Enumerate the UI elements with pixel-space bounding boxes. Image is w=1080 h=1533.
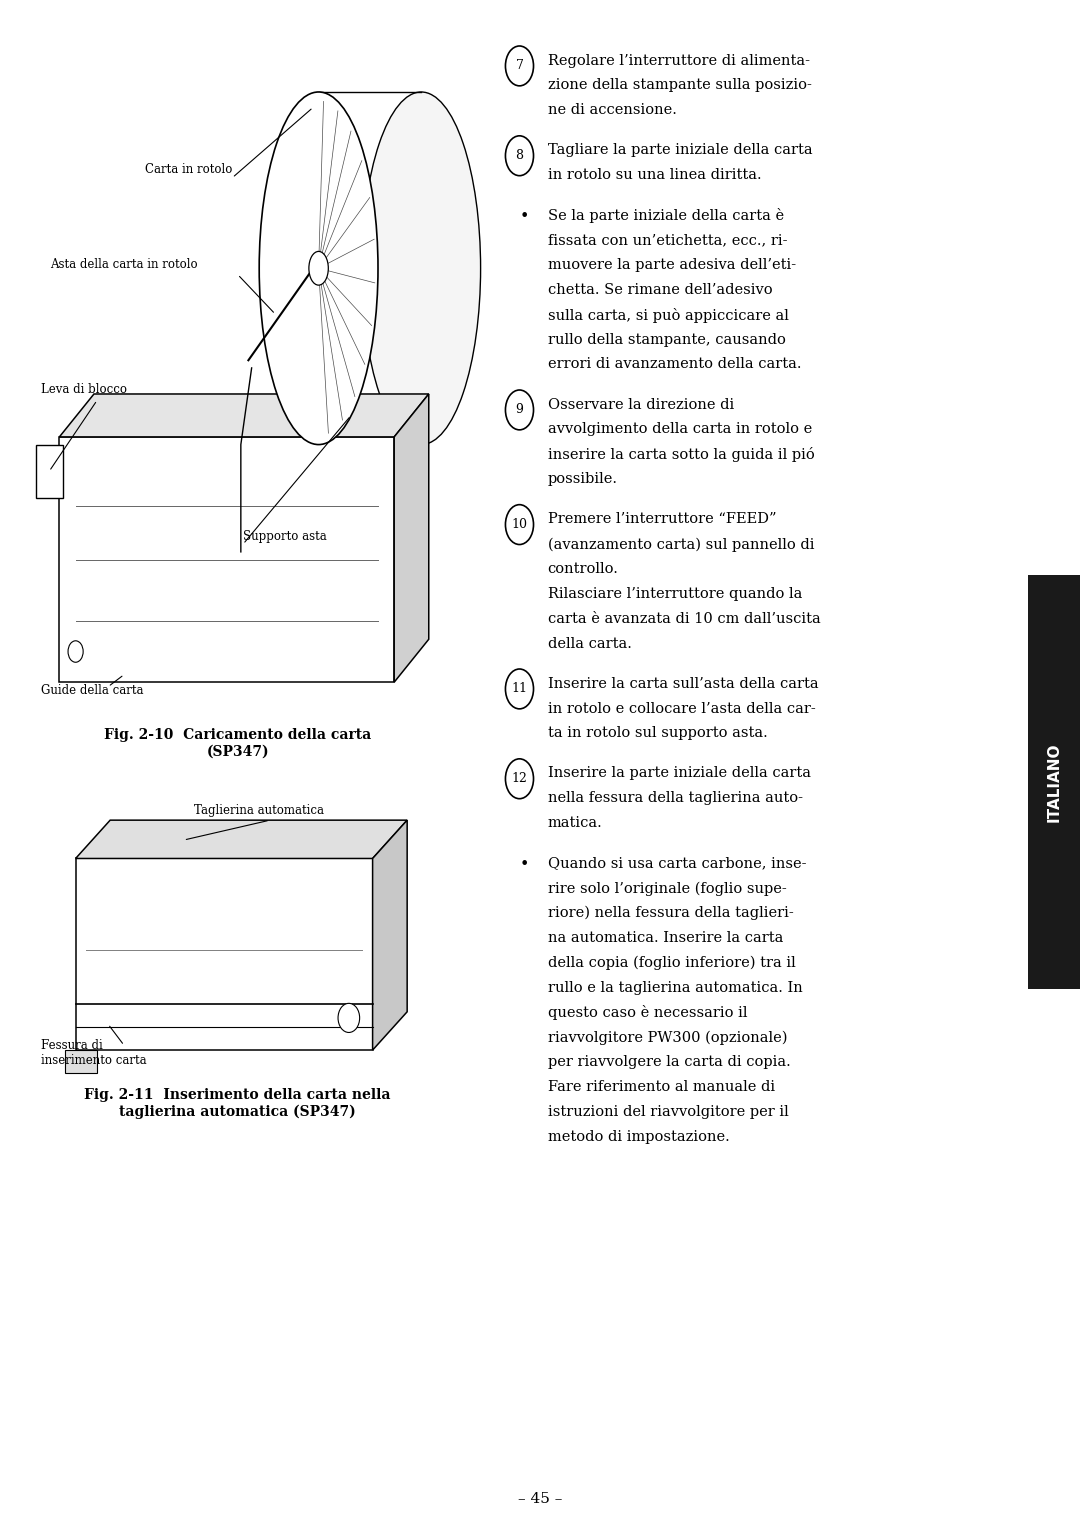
Polygon shape	[59, 437, 394, 682]
Text: possibile.: possibile.	[548, 472, 618, 486]
Text: Tagliare la parte iniziale della carta: Tagliare la parte iniziale della carta	[548, 144, 812, 158]
Text: 11: 11	[512, 682, 527, 696]
Bar	[36, 445, 63, 498]
Polygon shape	[59, 394, 429, 437]
Text: zione della stampante sulla posizio-: zione della stampante sulla posizio-	[548, 78, 811, 92]
Text: errori di avanzamento della carta.: errori di avanzamento della carta.	[548, 357, 801, 371]
Bar	[1028, 575, 1080, 989]
Text: Taglierina automatica: Taglierina automatica	[194, 805, 324, 817]
Text: Leva di blocco: Leva di blocco	[41, 383, 127, 396]
Text: nella fessura della taglierina auto-: nella fessura della taglierina auto-	[548, 791, 802, 805]
Text: rullo e la taglierina automatica. In: rullo e la taglierina automatica. In	[548, 981, 802, 995]
Polygon shape	[394, 394, 429, 682]
Text: Osservare la direzione di: Osservare la direzione di	[548, 397, 733, 412]
Text: ITALIANO: ITALIANO	[1047, 742, 1062, 822]
Text: per riavvolgere la carta di copia.: per riavvolgere la carta di copia.	[548, 1055, 791, 1069]
Text: in rotolo su una linea diritta.: in rotolo su una linea diritta.	[548, 169, 761, 182]
Text: •: •	[519, 208, 529, 225]
Text: rire solo l’originale (foglio supe-: rire solo l’originale (foglio supe-	[548, 881, 786, 895]
Polygon shape	[76, 820, 407, 858]
Text: Fig. 2-10  Caricamento della carta
(SP347): Fig. 2-10 Caricamento della carta (SP347…	[104, 728, 372, 759]
Text: Premere l’interruttore “FEED”: Premere l’interruttore “FEED”	[548, 512, 777, 526]
Text: Inserire la parte iniziale della carta: Inserire la parte iniziale della carta	[548, 766, 811, 780]
Text: na automatica. Inserire la carta: na automatica. Inserire la carta	[548, 931, 783, 944]
Text: Rilasciare l’interruttore quando la: Rilasciare l’interruttore quando la	[548, 587, 802, 601]
Text: metodo di impostazione.: metodo di impostazione.	[548, 1130, 729, 1144]
Text: Fig. 2-11  Inserimento della carta nella
taglierina automatica (SP347): Fig. 2-11 Inserimento della carta nella …	[84, 1088, 391, 1119]
Text: in rotolo e collocare l’asta della car-: in rotolo e collocare l’asta della car-	[548, 702, 815, 716]
Ellipse shape	[362, 92, 481, 445]
Ellipse shape	[68, 641, 83, 662]
Text: chetta. Se rimane dell’adesivo: chetta. Se rimane dell’adesivo	[548, 284, 772, 297]
Text: matica.: matica.	[548, 816, 603, 831]
Text: 8: 8	[515, 149, 524, 162]
Text: Supporto asta: Supporto asta	[243, 530, 327, 543]
Text: fissata con un’etichetta, ecc., ri-: fissata con un’etichetta, ecc., ri-	[548, 233, 787, 247]
Text: della carta.: della carta.	[548, 636, 632, 650]
Text: sulla carta, si può appiccicare al: sulla carta, si può appiccicare al	[548, 308, 788, 323]
Text: 10: 10	[512, 518, 527, 530]
Text: riore) nella fessura della taglieri-: riore) nella fessura della taglieri-	[548, 906, 794, 920]
Text: muovere la parte adesiva dell’eti-: muovere la parte adesiva dell’eti-	[548, 258, 796, 273]
Text: •: •	[519, 857, 529, 874]
Ellipse shape	[338, 1003, 360, 1033]
Ellipse shape	[309, 251, 328, 285]
Text: avvolgimento della carta in rotolo e: avvolgimento della carta in rotolo e	[548, 423, 812, 437]
Polygon shape	[76, 858, 373, 1050]
Text: Fessura di
inserimento carta: Fessura di inserimento carta	[41, 1039, 147, 1067]
Text: carta è avanzata di 10 cm dall’uscita: carta è avanzata di 10 cm dall’uscita	[548, 612, 821, 625]
Text: (avanzamento carta) sul pannello di: (avanzamento carta) sul pannello di	[548, 537, 814, 552]
Text: Inserire la carta sull’asta della carta: Inserire la carta sull’asta della carta	[548, 676, 819, 691]
Text: della copia (foglio inferiore) tra il: della copia (foglio inferiore) tra il	[548, 955, 795, 970]
Ellipse shape	[259, 92, 378, 445]
Text: Se la parte iniziale della carta è: Se la parte iniziale della carta è	[548, 208, 784, 224]
Polygon shape	[373, 820, 407, 1050]
Text: inserire la carta sotto la guida il pió: inserire la carta sotto la guida il pió	[548, 448, 814, 463]
Text: questo caso è necessario il: questo caso è necessario il	[548, 1006, 747, 1021]
Text: Regolare l’interruttore di alimenta-: Regolare l’interruttore di alimenta-	[548, 54, 810, 67]
Text: 9: 9	[515, 403, 524, 417]
Text: – 45 –: – 45 –	[517, 1492, 563, 1507]
Text: Fare riferimento al manuale di: Fare riferimento al manuale di	[548, 1079, 774, 1095]
Text: controllo.: controllo.	[548, 563, 619, 576]
Text: rullo della stampante, causando: rullo della stampante, causando	[548, 333, 785, 346]
Text: Guide della carta: Guide della carta	[41, 684, 144, 696]
Text: 7: 7	[515, 60, 524, 72]
Text: Asta della carta in rotolo: Asta della carta in rotolo	[51, 259, 198, 271]
Text: istruzioni del riavvolgitore per il: istruzioni del riavvolgitore per il	[548, 1105, 788, 1119]
Text: 12: 12	[512, 773, 527, 785]
Text: Carta in rotolo: Carta in rotolo	[146, 164, 232, 176]
Text: ne di accensione.: ne di accensione.	[548, 103, 676, 118]
Polygon shape	[65, 1050, 97, 1073]
Text: ta in rotolo sul supporto asta.: ta in rotolo sul supporto asta.	[548, 727, 767, 740]
Text: Quando si usa carta carbone, inse-: Quando si usa carta carbone, inse-	[548, 857, 806, 871]
Text: riavvolgitore PW300 (opzionale): riavvolgitore PW300 (opzionale)	[548, 1030, 787, 1044]
